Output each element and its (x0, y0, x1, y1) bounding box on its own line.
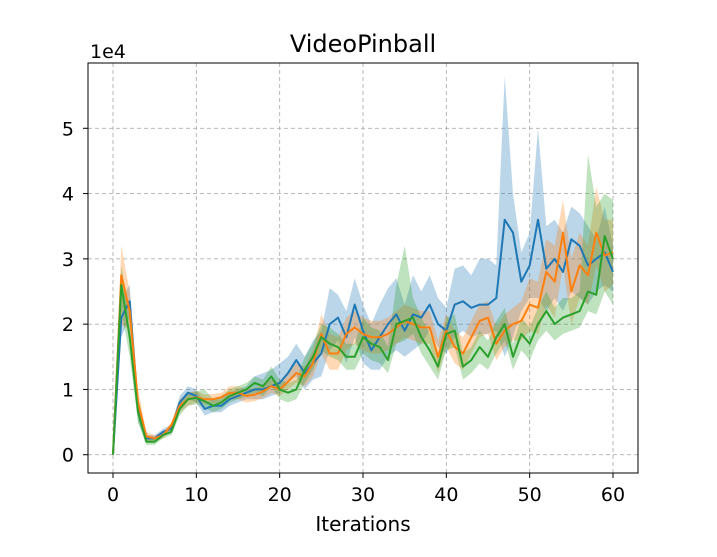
x-tick-label: 30 (351, 484, 375, 506)
x-tick-label: 50 (518, 484, 542, 506)
y-tick-label: 5 (62, 118, 74, 140)
y-axis-ticks: 0 1 2 3 4 5 (62, 118, 88, 467)
confidence-bands (113, 76, 613, 455)
series-blue-line (112, 218, 614, 455)
y-tick-label: 3 (62, 249, 74, 271)
x-axis-label: Iterations (315, 512, 410, 536)
x-axis-ticks: 0 10 20 30 40 50 60 (107, 473, 625, 506)
x-tick-label: 40 (434, 484, 458, 506)
x-tick-label: 0 (107, 484, 119, 506)
series-green-line (112, 235, 614, 455)
y-multiplier-label: 1e4 (90, 41, 126, 63)
x-tick-label: 60 (601, 484, 625, 506)
chart-title: VideoPinball (290, 30, 436, 58)
series-blue-band (113, 76, 613, 455)
y-tick-label: 2 (62, 314, 74, 336)
x-tick-label: 10 (184, 484, 208, 506)
y-tick-label: 0 (62, 445, 74, 467)
series-orange-band (113, 187, 613, 455)
y-tick-label: 1 (62, 379, 74, 401)
x-tick-label: 20 (268, 484, 292, 506)
y-tick-label: 4 (62, 184, 74, 206)
grid-lines (88, 63, 638, 473)
series-lines (112, 218, 614, 455)
